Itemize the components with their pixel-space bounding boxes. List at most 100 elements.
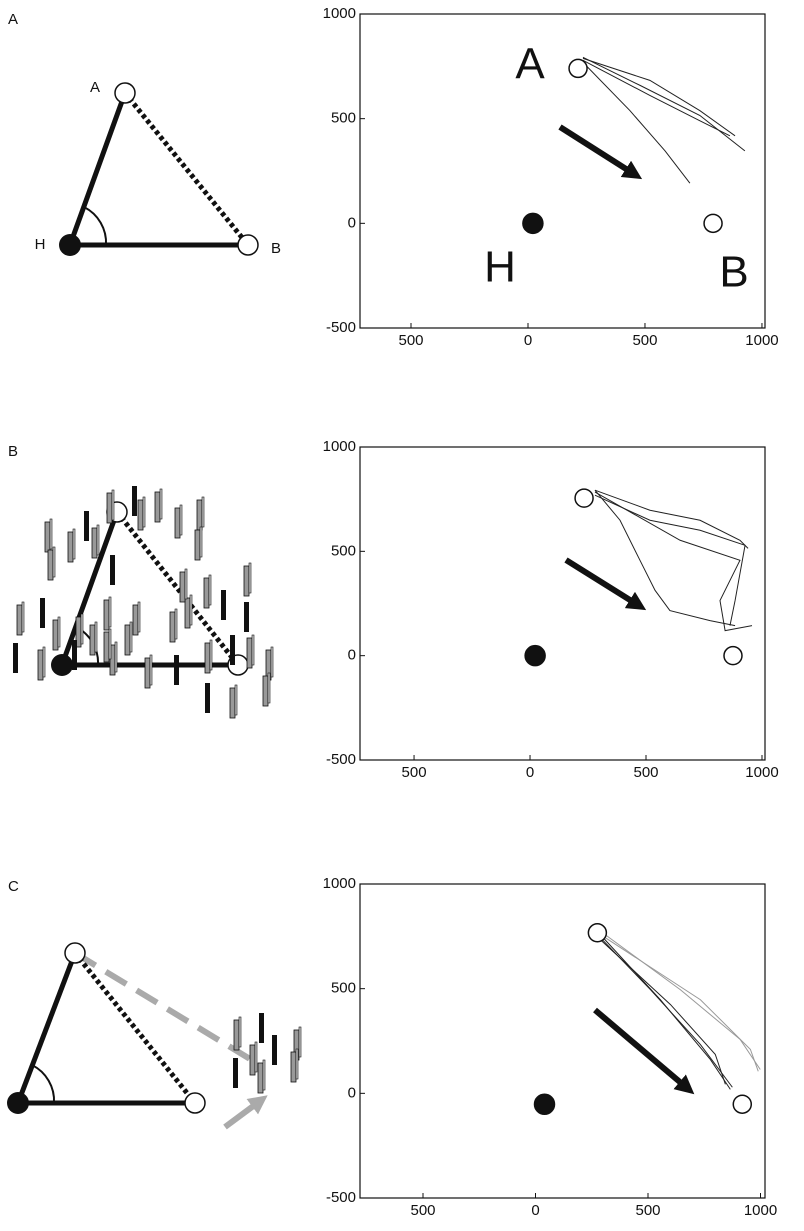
trajectory — [594, 491, 753, 632]
feeder-marker — [703, 213, 723, 234]
landmark — [103, 599, 110, 631]
landmark — [244, 602, 249, 632]
feeder-marker — [587, 923, 608, 943]
landmark — [184, 568, 188, 600]
landmark — [44, 521, 51, 553]
y-tick-label: 1000 — [323, 438, 356, 455]
landmark — [149, 654, 153, 686]
x-tick-label: 500 — [410, 1202, 435, 1219]
landmark — [137, 499, 144, 531]
panel-label: A — [8, 11, 18, 28]
landmark — [209, 639, 213, 671]
landmark — [13, 643, 18, 673]
landmark — [238, 1016, 242, 1048]
landmark — [108, 628, 112, 660]
landmark — [194, 529, 201, 561]
feeder-marker — [723, 645, 743, 666]
y-tick-label: -500 — [326, 1189, 356, 1206]
y-tick-label: -500 — [326, 319, 356, 336]
landmark — [259, 1013, 264, 1043]
landmark — [169, 611, 176, 643]
landmark — [132, 486, 137, 516]
x-tick-label: 0 — [524, 332, 532, 349]
landmark — [114, 641, 118, 673]
landmark — [270, 646, 274, 678]
diagram-a: A H B — [35, 79, 281, 257]
direction-arrow — [558, 124, 643, 180]
landmark — [254, 1041, 258, 1073]
diagram-label: H — [35, 236, 46, 253]
y-tick-label: 1000 — [323, 875, 356, 892]
direction-arrow — [593, 1007, 695, 1095]
landmark — [108, 596, 112, 628]
landmark — [189, 594, 193, 626]
landmark — [204, 642, 211, 674]
landmark — [249, 1044, 256, 1076]
panel-label: B — [8, 443, 18, 460]
panel-label: C — [8, 878, 19, 895]
landmark — [144, 657, 151, 689]
x-tick-label: 1000 — [745, 764, 778, 781]
y-tick-label: -500 — [326, 751, 356, 768]
landmark — [80, 613, 84, 645]
landmark — [230, 635, 235, 665]
y-tick-label: 0 — [348, 1084, 356, 1101]
landmark — [234, 684, 238, 716]
landmark — [159, 488, 163, 520]
trajectory — [600, 939, 726, 1085]
landmark — [267, 672, 271, 704]
y-tick-label: 1000 — [323, 5, 356, 22]
landmark — [208, 574, 212, 606]
landmark — [174, 655, 179, 685]
landmark — [110, 555, 115, 585]
plot: 500 0 500 1000 -500 0 500 1000 — [323, 875, 778, 1219]
diagram-c — [7, 942, 302, 1130]
landmark — [47, 549, 54, 581]
landmark — [262, 675, 269, 707]
x-tick-label: 0 — [526, 764, 534, 781]
diagram-label: B — [271, 240, 281, 257]
trajectory — [605, 934, 761, 1070]
landmark — [154, 491, 161, 523]
trajectory — [582, 57, 736, 137]
y-tick-label: 0 — [348, 214, 356, 231]
x-tick-label: 500 — [398, 332, 423, 349]
feeder-marker — [568, 58, 588, 79]
landmark — [72, 528, 76, 560]
landmark — [174, 507, 181, 539]
diagram-b — [13, 486, 274, 719]
diagram-label: A — [90, 79, 100, 96]
x-tick-label: 500 — [632, 332, 657, 349]
landmark — [40, 598, 45, 628]
landmark — [229, 687, 236, 719]
landmark — [233, 1019, 240, 1051]
landmark — [111, 489, 115, 521]
home-marker — [533, 1093, 556, 1115]
trajectory — [582, 59, 731, 137]
landmark — [124, 624, 131, 656]
landmark — [132, 604, 139, 636]
trajectory — [605, 937, 759, 1072]
plot: 500 0 500 1000 -500 0 500 1000 — [323, 438, 779, 781]
landmark — [243, 565, 250, 597]
landmark — [262, 1059, 266, 1091]
landmark — [257, 1062, 264, 1094]
landmark — [137, 601, 141, 633]
landmark — [205, 683, 210, 713]
trajectory — [582, 62, 691, 184]
home-marker — [522, 212, 544, 235]
home-marker — [524, 644, 546, 667]
feeder-marker — [732, 1094, 753, 1114]
landmark — [201, 496, 205, 528]
landmark — [246, 637, 253, 669]
landmark — [89, 624, 96, 656]
landmark — [94, 621, 98, 653]
landmark — [184, 597, 191, 629]
landmark — [84, 511, 89, 541]
annotation: B — [719, 248, 748, 297]
landmark — [52, 619, 59, 651]
y-tick-label: 500 — [331, 110, 356, 127]
x-tick-label: 0 — [531, 1202, 539, 1219]
landmark — [248, 562, 252, 594]
